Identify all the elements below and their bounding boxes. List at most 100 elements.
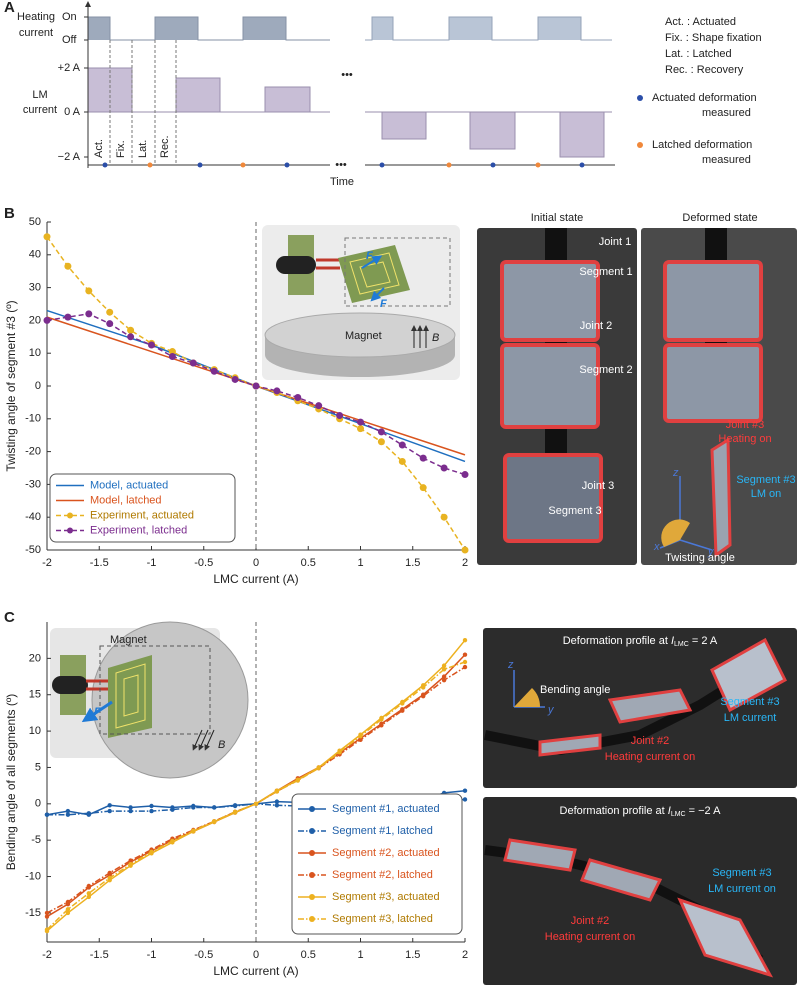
data-point [210, 367, 218, 375]
heating-pulse [155, 17, 198, 40]
data-point [231, 375, 239, 383]
x-tick-label: 0.5 [301, 557, 316, 569]
data-point [191, 828, 196, 833]
legend-label: Segment #2, actuated [332, 847, 440, 859]
data-point [44, 910, 50, 916]
lm-pulse [264, 86, 311, 113]
level-label: On [62, 11, 77, 23]
heating-pulse [538, 17, 581, 40]
y-tick-label: 20 [29, 652, 41, 664]
data-point [421, 685, 426, 690]
measurement-dot [284, 162, 290, 168]
data-point [86, 883, 92, 889]
data-point [357, 418, 364, 426]
title-part: Deformation profile at [560, 805, 668, 817]
device-joint [86, 679, 110, 691]
photo-label: Segment 3 [548, 505, 601, 517]
photo-label: Segment #3 [720, 696, 779, 708]
data-point [462, 788, 468, 793]
y-tick-label: 5 [35, 761, 41, 773]
photo-label: Segment 2 [579, 364, 632, 376]
y-tick-label: 30 [29, 282, 41, 294]
data-point [358, 737, 363, 743]
y-tick-label: 50 [29, 216, 41, 228]
data-point [462, 637, 468, 643]
data-point [168, 348, 176, 356]
data-point [441, 677, 447, 683]
device-coil [108, 655, 152, 738]
photo-title: Initial state [531, 212, 584, 224]
inset-label: Magnet [110, 634, 147, 646]
lm-pulse [381, 111, 427, 140]
data-point [43, 233, 51, 241]
data-point [107, 875, 112, 881]
legend-marker [67, 512, 73, 519]
data-point [107, 870, 112, 876]
segment-plate [710, 637, 787, 713]
measurement-dot [579, 162, 585, 168]
heating-line [365, 16, 612, 41]
data-point [44, 812, 50, 817]
level-label: −2 A [58, 151, 81, 163]
phase-label: Act. [93, 139, 105, 158]
data-point [191, 805, 196, 810]
phase-dividers [109, 40, 177, 165]
segment-plate [663, 343, 763, 423]
legend-marker [309, 806, 315, 812]
data-point [106, 320, 114, 328]
axis-label: z [507, 659, 514, 671]
photo-deformed: Deformed state Joint #3 Heating on Segme… [641, 212, 797, 565]
photo-label: Joint #2 [631, 735, 670, 747]
level-ticks [84, 16, 88, 158]
segment-plate [663, 260, 763, 342]
force-label: F [380, 298, 387, 310]
data-point [336, 412, 344, 420]
legend-box [291, 793, 463, 935]
y-tick-label: -15 [25, 907, 41, 919]
zoom-box [344, 237, 451, 307]
data-point [377, 428, 385, 436]
x-tick-label: -1.5 [90, 949, 109, 961]
data-point [149, 849, 154, 855]
data-point [170, 807, 175, 812]
measurement-dot [147, 162, 153, 168]
data-point [379, 717, 384, 722]
data-point [128, 805, 133, 810]
phase-label: Lat. [137, 140, 149, 158]
timing-waveforms [84, 1, 615, 168]
photo-label: Bending angle [540, 684, 610, 696]
force-arrow [361, 255, 383, 269]
data-point [148, 341, 155, 349]
x-tick-label: 1.5 [405, 949, 420, 961]
photo-label: Joint #2 [571, 915, 610, 927]
y-tick-label: 10 [29, 347, 41, 359]
line-shape [204, 729, 215, 751]
photo-label: Joint #3 [726, 419, 765, 431]
y-tick-label: -10 [25, 870, 41, 882]
abbreviation: Act. : Actuated [665, 16, 736, 28]
lm-pulse [469, 111, 516, 150]
time-label: Time [330, 176, 354, 188]
level-label: +2 A [58, 62, 81, 74]
y-tick-label: 0 [35, 798, 41, 810]
heating-pulse [243, 17, 286, 40]
heating-line [88, 16, 330, 41]
bending-angle [514, 688, 541, 707]
chart: -15 -10 -5 0 5 10 15 20 -2 -1.5 -1 -0.5 0 0.5 1 1.5 2 LMC… [4, 622, 468, 978]
data-point [65, 910, 71, 916]
twist-angle [661, 519, 690, 547]
y-tick-label: 10 [29, 725, 41, 737]
segment-plate [503, 838, 577, 872]
panel-label: C [4, 609, 15, 626]
y-tick-label: 0 [35, 380, 41, 392]
legend-label: Model, latched [90, 494, 162, 506]
data-point [274, 789, 280, 794]
device-connector [52, 676, 88, 694]
data-point [212, 805, 217, 810]
data-point [65, 907, 71, 912]
inset-twisting: Magnet F F B [262, 225, 460, 380]
measurement-dot [197, 162, 203, 168]
field-label: B [432, 332, 439, 344]
coil-winding [123, 674, 139, 717]
data-point [127, 326, 135, 334]
